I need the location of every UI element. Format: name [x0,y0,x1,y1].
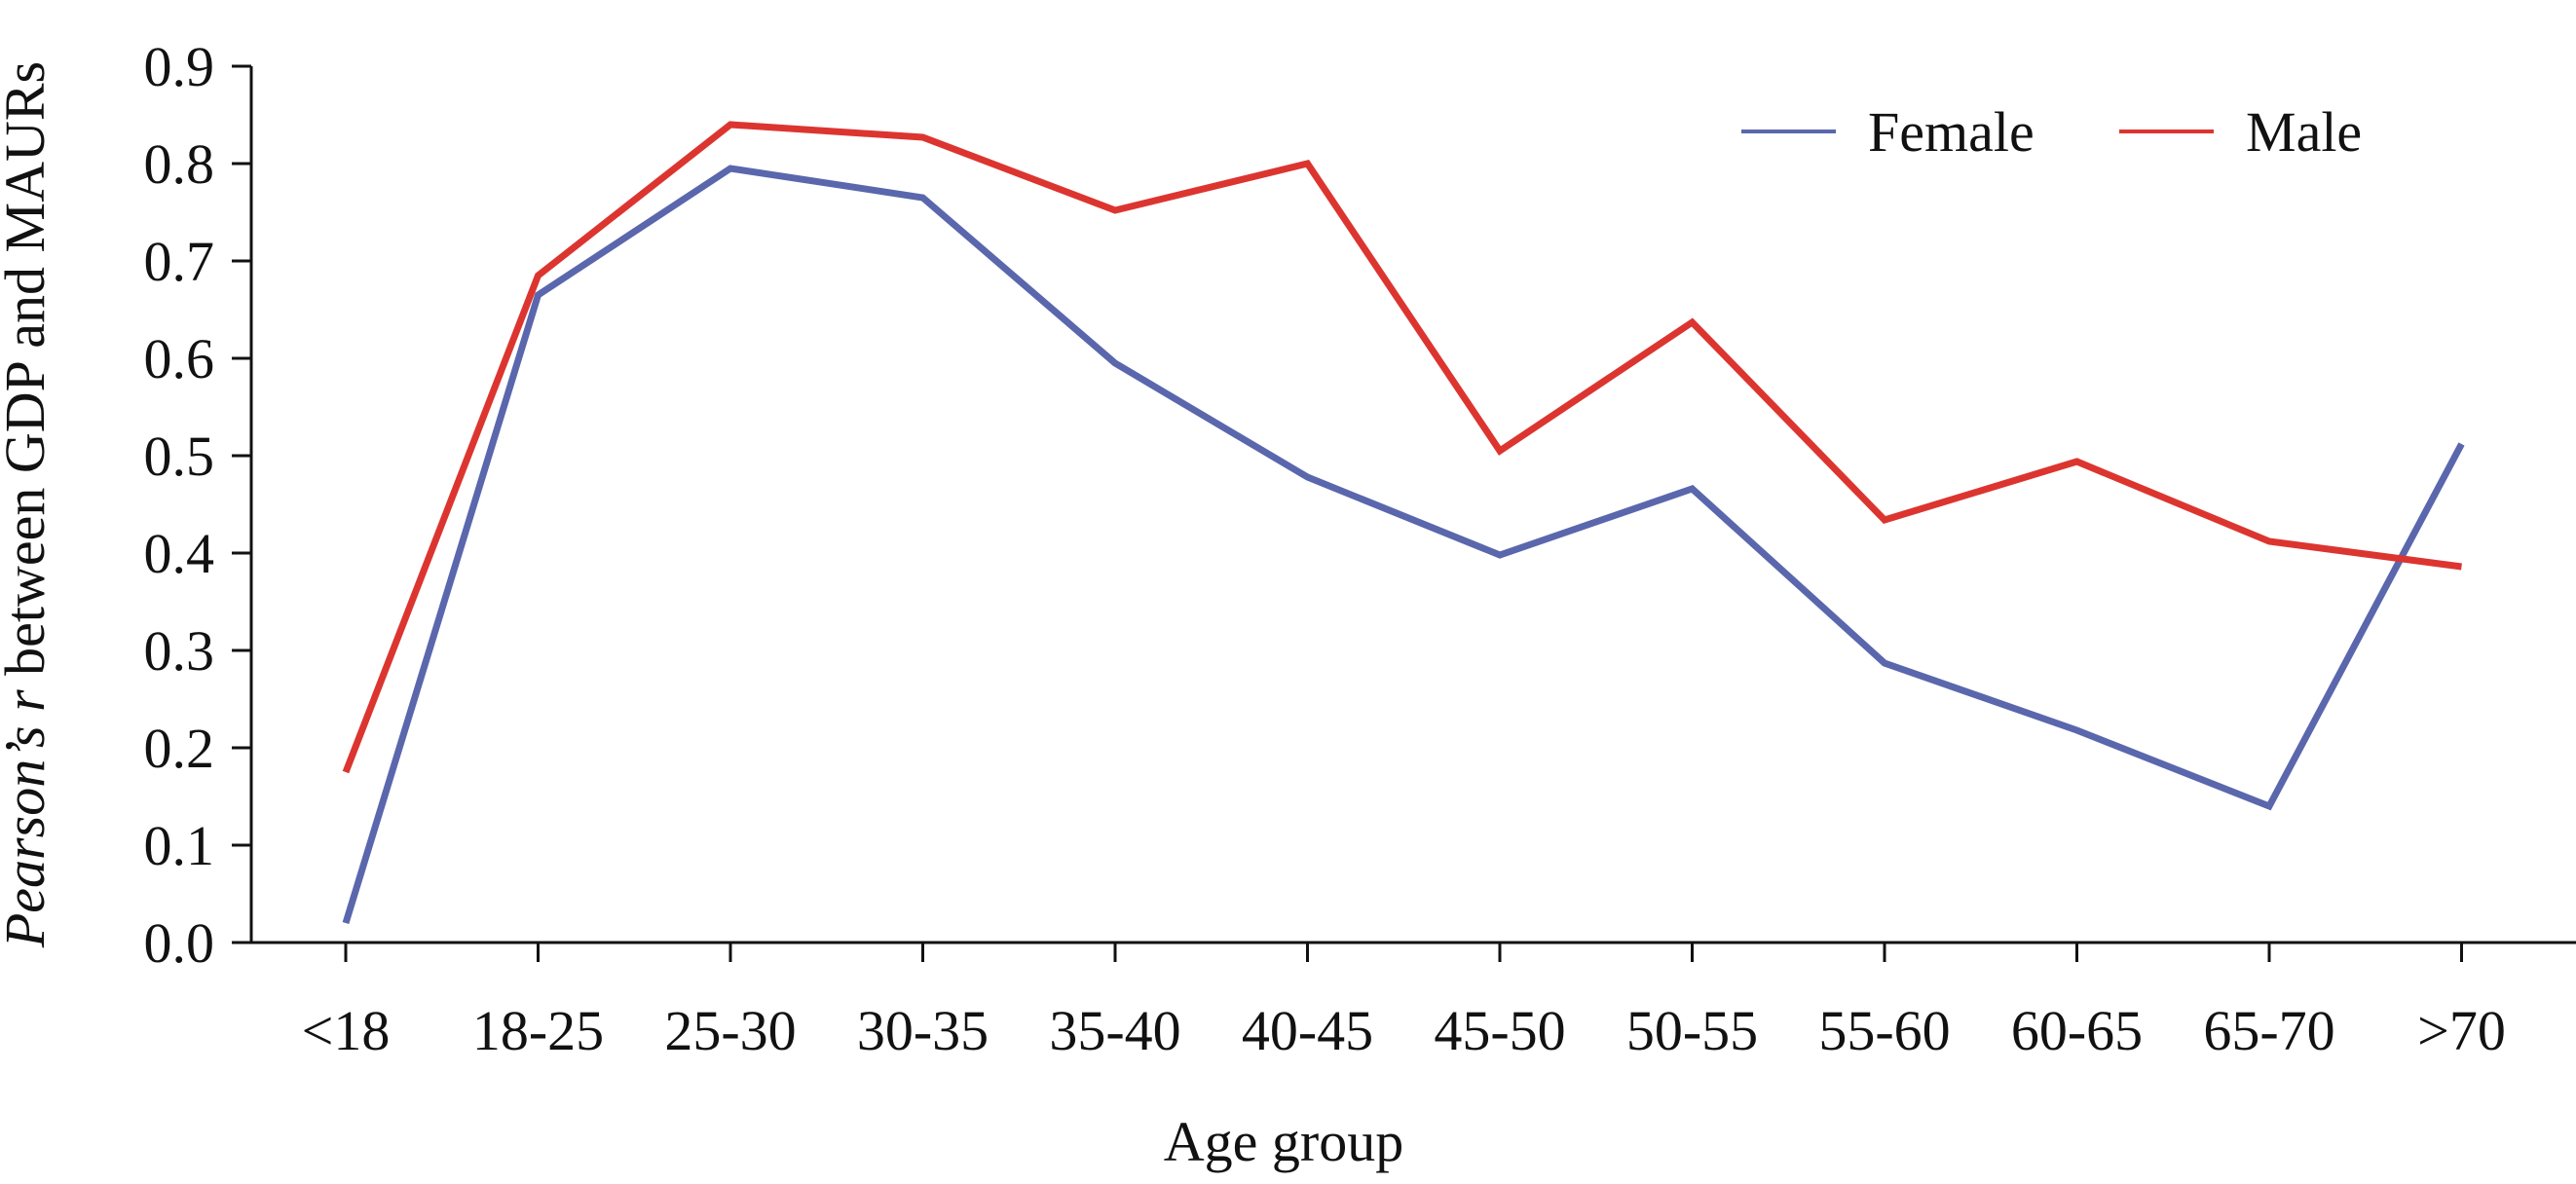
x-tick-label: 35-40 [1049,999,1180,1062]
y-tick-label: 0.2 [144,717,215,780]
y-tick-label: 0.4 [144,522,215,585]
x-tick-label: 60-65 [2011,999,2143,1062]
legend: Female Male [1741,100,2362,164]
y-ticks: 0.0 0.1 0.2 0.3 0.4 0.5 0.6 0.7 0.8 0.9 [144,35,251,975]
x-tick-label: 30-35 [857,999,989,1062]
y-tick-label: 0.6 [144,327,215,390]
x-tick-label: 45-50 [1434,999,1565,1062]
y-axis-title-rest: between GDP and MAURs [0,61,56,689]
x-tick-label: 65-70 [2203,999,2334,1062]
series-line-male [342,121,2462,774]
x-tick-label: >70 [2417,999,2506,1062]
x-tick-label: 25-30 [664,999,796,1062]
x-tick-label: 50-55 [1626,999,1758,1062]
y-tick-label: 0.7 [144,230,215,293]
y-tick-label: 0.1 [144,814,215,877]
x-tick-label: 55-60 [1818,999,1950,1062]
series-line-female [342,165,2465,925]
y-tick-label: 0.0 [144,911,215,975]
series-group [342,121,2465,925]
x-tick-label: 40-45 [1242,999,1373,1062]
legend-label-female: Female [1868,100,2035,164]
x-tick-label: 18-25 [472,999,604,1062]
axes [249,66,2576,944]
y-tick-label: 0.5 [144,425,215,488]
y-tick-label: 0.9 [144,35,215,98]
x-axis-title: Age group [1164,1110,1403,1173]
y-axis-title-italic: Pearson’s r [0,689,56,948]
x-tick-label: <18 [302,999,391,1062]
y-tick-label: 0.3 [144,619,215,683]
legend-label-male: Male [2246,100,2362,164]
y-axis-title: Pearson’s r between GDP and MAURs [0,61,56,948]
x-ticks: <18 18-25 25-30 30-35 35-40 40-45 45-50 50-55 55… [302,943,2506,1062]
y-tick-label: 0.8 [144,132,215,196]
